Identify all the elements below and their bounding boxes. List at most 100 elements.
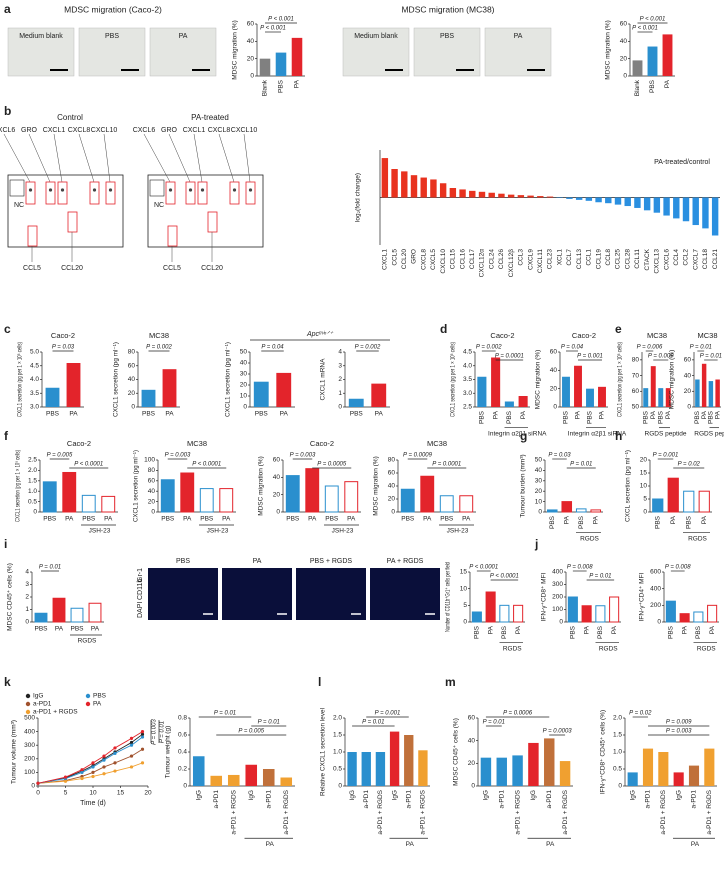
y-tick-label: 0.2 <box>178 766 187 773</box>
p-value: P = 0.01 <box>214 711 236 717</box>
p-value: P = 0.01 <box>700 354 722 360</box>
x-tick-label: PBS <box>685 515 692 529</box>
y-tick-label: 3.0 <box>30 404 39 411</box>
bar <box>575 197 583 200</box>
spot <box>108 188 113 192</box>
micrograph <box>342 27 410 77</box>
chemokine-label: CXCL8 <box>208 127 231 134</box>
bar <box>210 775 223 786</box>
x-tick-label: PBS <box>142 411 156 418</box>
x-tick-label: PBS <box>597 625 604 639</box>
x-axis-label: Time (d) <box>80 800 106 807</box>
bar <box>160 479 175 513</box>
p-value: P < 0.001 <box>632 26 658 32</box>
y-tick-label: 3.0 <box>463 390 472 397</box>
y-tick-label: 1.5 <box>333 732 342 739</box>
p-value: P = 0.008 <box>665 565 691 571</box>
p-value: P = 0.01 <box>258 720 280 726</box>
pointer <box>78 133 95 183</box>
panel-label: g <box>520 429 527 443</box>
x-tick-label: a-PD1 + RGDS <box>514 789 521 834</box>
spot <box>60 188 65 192</box>
x-tick-label: CCL1 <box>586 249 593 266</box>
x-tick-label: Blank <box>262 79 269 96</box>
group-label: PA <box>691 841 700 848</box>
y-axis-label: IFN-γ⁺CD8⁺ MFI <box>541 572 548 621</box>
spot-box <box>167 225 178 247</box>
x-tick-label: PA <box>575 410 582 419</box>
bar <box>665 388 671 407</box>
x-tick-label: 20 <box>144 790 152 797</box>
bar <box>512 755 523 786</box>
panel-label: h <box>615 429 622 443</box>
x-tick-label: PA <box>65 516 74 523</box>
x-tick-label: CXCL13 <box>654 249 661 274</box>
x-tick-label: CCL16 <box>459 249 466 270</box>
x-tick-label: PBS <box>506 410 513 424</box>
bar <box>692 197 699 226</box>
bar <box>498 193 505 198</box>
p-value: P < 0.001 <box>640 17 666 23</box>
bar <box>605 197 612 204</box>
bar <box>449 188 457 198</box>
y-tick-label: 40 <box>684 372 692 379</box>
bar <box>227 774 240 786</box>
bar <box>45 387 60 407</box>
y-tick-label: 40 <box>535 467 543 474</box>
x-tick-label: CCL25 <box>615 249 622 270</box>
p-value: P = 0.01 <box>570 462 592 468</box>
bar <box>581 605 592 623</box>
p-value: P = 0.001 <box>375 711 401 717</box>
panel-label: k <box>4 675 11 689</box>
spot <box>168 188 173 192</box>
spot <box>92 188 97 192</box>
point <box>129 754 134 758</box>
y-tick-label: 0 <box>657 619 661 626</box>
p-value: P = 0.01 <box>160 721 166 743</box>
chart-title: MC38 <box>187 439 207 448</box>
y-tick-label: 0 <box>131 404 135 411</box>
chemokine-label: CXCL6 <box>133 127 156 134</box>
y-tick-label: 30 <box>240 371 248 378</box>
y-tick-label: 40 <box>128 376 136 383</box>
y-tick-label: 40 <box>388 483 396 490</box>
x-tick-label: IgG <box>391 790 398 800</box>
chemokine-label: CXCL10 <box>231 127 258 134</box>
spot-box <box>67 211 78 233</box>
chemokine-label: CXCL1 <box>43 127 66 134</box>
y-tick-label: 60 <box>273 457 281 464</box>
p-value: P = 0.01 <box>690 345 712 351</box>
y-tick-label: 80 <box>388 457 396 464</box>
image-label: PA <box>514 33 523 40</box>
y-tick-label: 50 <box>632 404 640 411</box>
bar <box>566 197 573 199</box>
bar <box>559 761 571 786</box>
group-label: PA <box>546 841 555 848</box>
group-label: Integrin α2β1 siRNA <box>568 430 627 437</box>
x-tick-label: CXCL8 <box>420 249 427 270</box>
y-tick-label: 0.5 <box>613 766 622 773</box>
bar <box>259 58 271 76</box>
y-tick-label: 15 <box>640 470 648 477</box>
p-value: P = 0.002 <box>476 345 502 351</box>
p-value: P = 0.0001 <box>432 462 461 468</box>
chemokine-label: CCL5 <box>163 265 181 272</box>
group-label: PA <box>266 841 275 848</box>
chemokine-label: CCL5 <box>23 265 41 272</box>
x-tick-label: PBS <box>695 625 702 639</box>
y-tick-label: 0 <box>243 404 247 411</box>
y-axis-label: log₂(fold change) <box>355 173 362 222</box>
bar <box>275 52 287 76</box>
y-tick-label: 3.5 <box>463 376 472 383</box>
p-value: P = 0.03 <box>548 453 571 459</box>
panel-label: b <box>4 104 11 118</box>
y-tick-label: 0 <box>276 509 280 516</box>
image-title: MDSC migration (MC38) <box>401 4 494 14</box>
image-label: PBS <box>440 33 454 40</box>
p-value: P = 0.0006 <box>503 711 533 717</box>
y-tick-label: 500 <box>24 715 35 722</box>
x-tick-label: PA <box>165 411 174 418</box>
y-tick-label: 0 <box>31 783 35 790</box>
stain-label: DAPI <box>137 602 144 618</box>
bar <box>662 34 673 76</box>
